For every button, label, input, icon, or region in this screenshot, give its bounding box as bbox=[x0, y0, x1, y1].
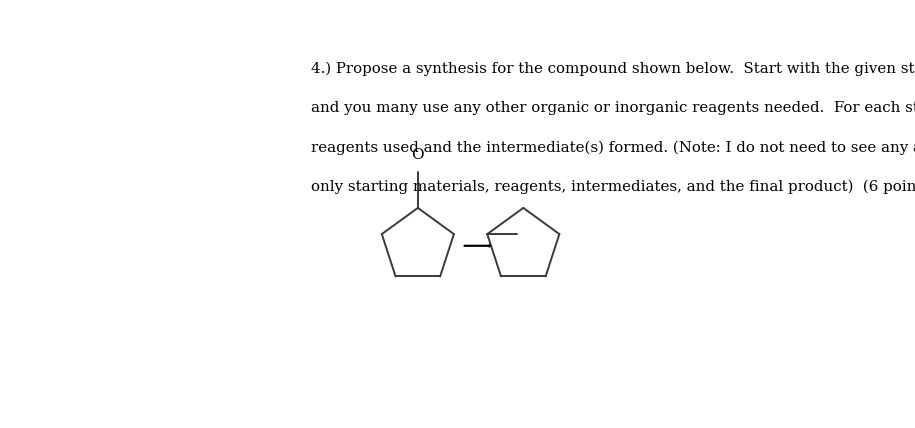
Text: and you many use any other organic or inorganic reagents needed.  For each step,: and you many use any other organic or in… bbox=[311, 101, 915, 115]
Text: reagents used and the intermediate(s) formed. (Note: I do not need to see any ar: reagents used and the intermediate(s) fo… bbox=[311, 140, 915, 155]
Text: 4.) Propose a synthesis for the compound shown below.  Start with the given star: 4.) Propose a synthesis for the compound… bbox=[311, 61, 915, 76]
Text: O: O bbox=[412, 148, 425, 162]
Text: only starting materials, reagents, intermediates, and the final product)  (6 poi: only starting materials, reagents, inter… bbox=[311, 180, 915, 194]
